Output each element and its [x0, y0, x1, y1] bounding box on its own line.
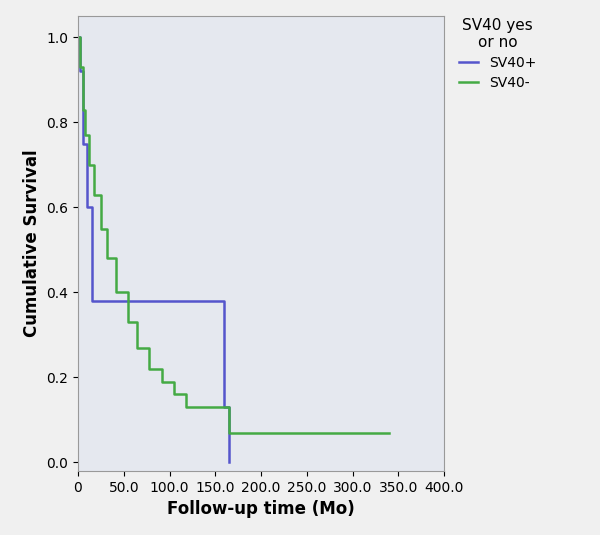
- Line: SV40+: SV40+: [78, 37, 229, 462]
- SV40-: [221, 404, 228, 410]
- SV40-: [193, 404, 200, 410]
- SV40-: [85, 162, 92, 168]
- SV40+: [109, 297, 116, 304]
- SV40-: [82, 106, 89, 113]
- SV40+: [221, 404, 228, 410]
- SV40-: [386, 430, 393, 436]
- SV40+: [226, 459, 233, 465]
- SV40+: [221, 297, 228, 304]
- X-axis label: Follow-up time (Mo): Follow-up time (Mo): [167, 500, 355, 518]
- SV40-: [221, 404, 228, 410]
- SV40-: [79, 106, 86, 113]
- SV40-: [113, 255, 120, 262]
- SV40-: [91, 162, 98, 168]
- SV40+: [83, 204, 91, 210]
- SV40-: [170, 391, 178, 398]
- SV40-: [113, 289, 120, 295]
- SV40+: [83, 140, 91, 147]
- SV40+: [76, 34, 83, 41]
- SV40-: [158, 365, 166, 372]
- SV40-: [85, 132, 92, 138]
- Legend: SV40+, SV40-: SV40+, SV40-: [455, 14, 541, 94]
- SV40+: [88, 297, 95, 304]
- SV40-: [226, 404, 233, 410]
- SV40+: [76, 68, 83, 74]
- SV40-: [76, 64, 83, 70]
- SV40-: [97, 192, 104, 198]
- SV40-: [182, 404, 190, 410]
- SV40-: [76, 34, 83, 41]
- SV40-: [125, 319, 132, 325]
- SV40-: [125, 289, 132, 295]
- SV40-: [193, 404, 200, 410]
- SV40-: [134, 345, 141, 351]
- SV40-: [182, 391, 190, 398]
- SV40-: [74, 34, 82, 41]
- SV40+: [79, 140, 86, 147]
- SV40-: [104, 225, 111, 232]
- SV40-: [386, 430, 393, 436]
- Y-axis label: Cumulative Survival: Cumulative Survival: [23, 150, 41, 337]
- Line: SV40-: SV40-: [78, 37, 389, 433]
- SV40+: [109, 297, 116, 304]
- SV40+: [226, 404, 233, 410]
- SV40+: [74, 34, 82, 41]
- SV40-: [158, 378, 166, 385]
- SV40+: [79, 68, 86, 74]
- SV40-: [226, 430, 233, 436]
- SV40-: [146, 365, 153, 372]
- SV40+: [88, 204, 95, 210]
- SV40-: [97, 225, 104, 232]
- SV40-: [79, 64, 86, 70]
- SV40-: [170, 378, 178, 385]
- SV40-: [82, 132, 89, 138]
- SV40-: [134, 319, 141, 325]
- SV40-: [91, 192, 98, 198]
- SV40-: [146, 345, 153, 351]
- SV40-: [104, 255, 111, 262]
